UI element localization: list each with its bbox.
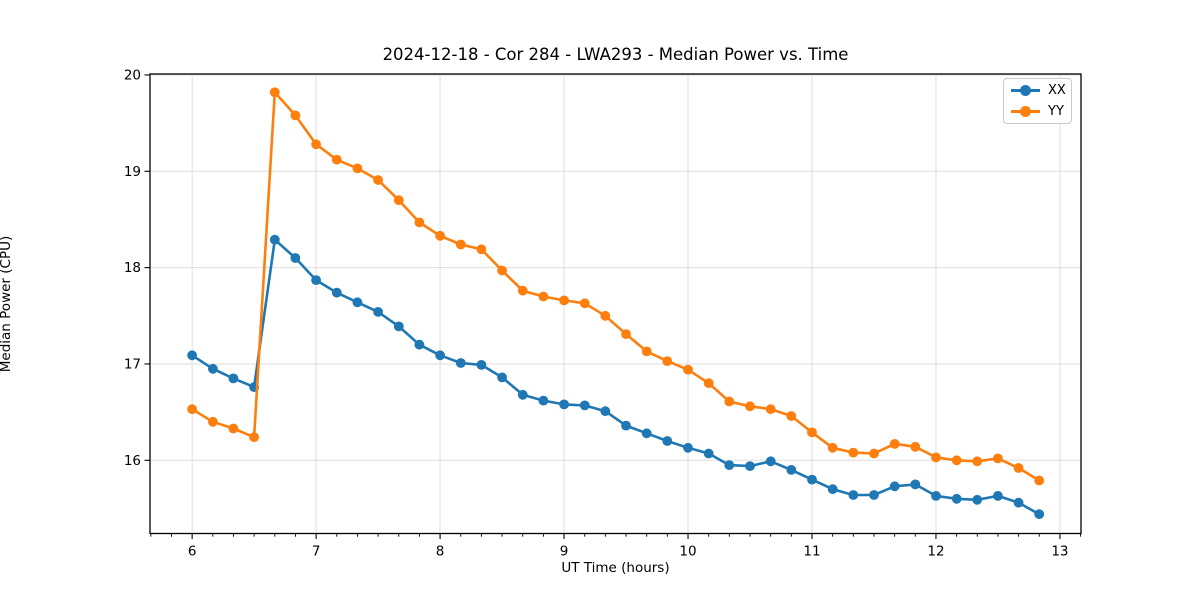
chart-title: 2024-12-18 - Cor 284 - LWA293 - Median P… <box>382 45 849 64</box>
y-tick-labels: 16 17 18 19 20 <box>124 67 141 468</box>
grid-lines <box>150 74 1081 534</box>
svg-text:13: 13 <box>1051 544 1068 560</box>
legend-item-xx: XX <box>1011 80 1071 100</box>
y-major-ticks <box>144 74 150 461</box>
legend: XX YY <box>1003 78 1072 124</box>
svg-text:18: 18 <box>124 260 141 276</box>
legend-item-yy: YY <box>1011 102 1071 122</box>
x-minor-ticks <box>150 533 1082 537</box>
svg-text:9: 9 <box>560 544 569 560</box>
svg-text:10: 10 <box>679 544 696 560</box>
series-yy <box>187 87 1045 486</box>
series-xx <box>187 234 1045 520</box>
svg-text:17: 17 <box>124 356 141 372</box>
svg-text:11: 11 <box>803 544 820 560</box>
legend-label-yy: YY <box>1048 104 1064 120</box>
legend-marker-yy-icon <box>1011 106 1040 118</box>
svg-text:20: 20 <box>124 67 141 83</box>
y-axis-label: Median Power (CPU) <box>0 235 14 373</box>
plot-spines <box>149 73 1082 535</box>
x-tick-labels: 6 7 8 9 10 11 12 13 <box>188 544 1069 560</box>
legend-label-xx: XX <box>1048 82 1066 98</box>
svg-text:19: 19 <box>124 164 141 180</box>
legend-marker-xx-icon <box>1011 84 1040 96</box>
svg-text:12: 12 <box>927 544 944 560</box>
svg-text:16: 16 <box>124 453 141 469</box>
svg-text:8: 8 <box>436 544 445 560</box>
svg-text:6: 6 <box>188 544 197 560</box>
x-major-ticks <box>191 533 1061 539</box>
x-axis-label: UT Time (hours) <box>561 560 670 576</box>
svg-text:7: 7 <box>312 544 321 560</box>
